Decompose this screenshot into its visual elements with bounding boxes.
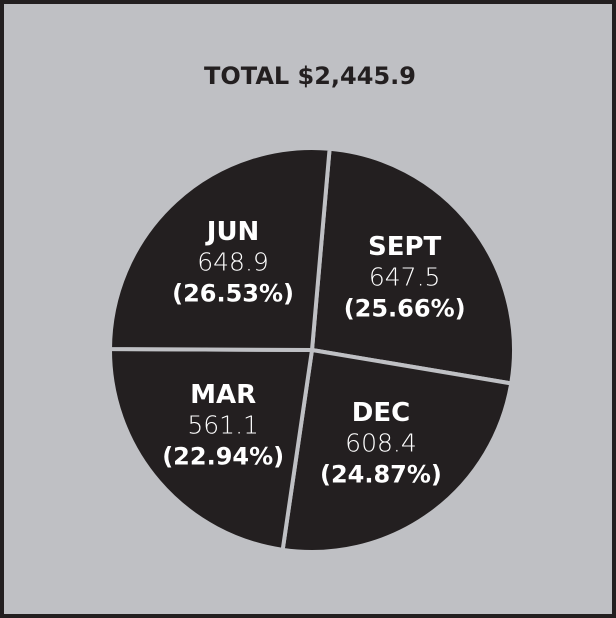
pie-slice [108,146,332,352]
slice-label: SEPT [368,232,442,262]
pie-slice [280,348,514,554]
slice-percent: (25.66%) [344,294,466,322]
slice-percent: (22.94%) [162,442,284,470]
slice-value: 648.9 [197,247,269,276]
slice-value: 608.4 [345,429,417,458]
slice-value: 647.5 [369,262,441,291]
slice-percent: (26.53%) [172,279,294,307]
slice-percent: (24.87%) [320,461,442,489]
slice-label: DEC [352,398,410,428]
slice-label: MAR [190,380,256,410]
pie-slice [310,146,516,386]
chart-title: TOTAL $2,445.9 [204,62,416,90]
slice-label: JUN [205,217,260,247]
slice-value: 561.1 [187,410,259,439]
pie-slice [108,347,314,552]
